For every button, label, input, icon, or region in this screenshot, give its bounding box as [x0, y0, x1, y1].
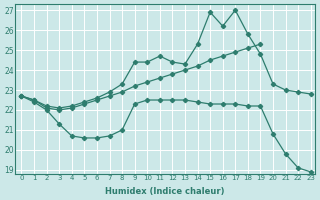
X-axis label: Humidex (Indice chaleur): Humidex (Indice chaleur)	[105, 187, 225, 196]
